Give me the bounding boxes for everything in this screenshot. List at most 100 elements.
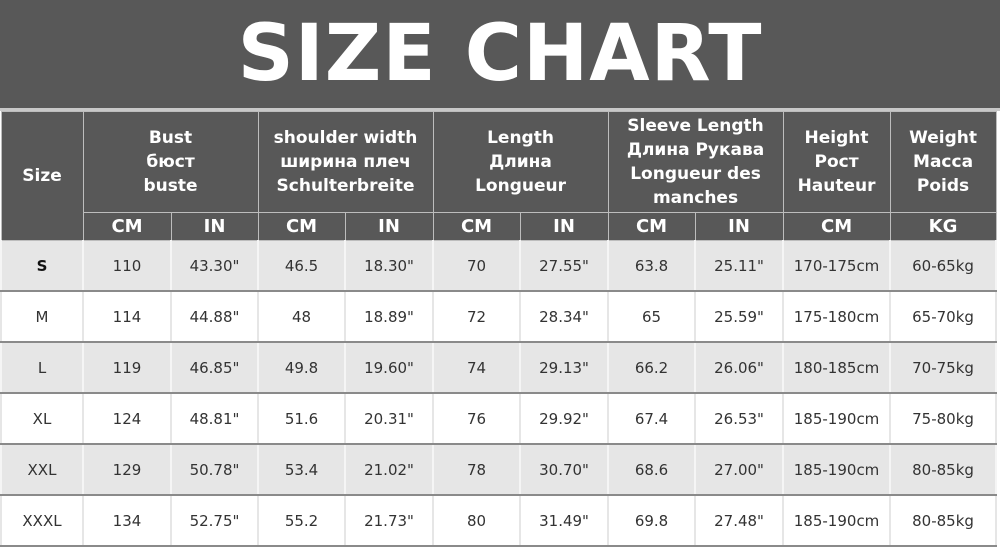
value-cell: 74 (432, 342, 522, 394)
value-cell: 78 (432, 444, 522, 496)
value-cell: 46.5 (257, 240, 347, 292)
value-cell: 48 (257, 291, 347, 343)
value-cell: 44.88" (169, 291, 260, 343)
table-row: S 110 43.30" 46.5 18.30" 70 27.55" 63.8 25.11" 17… (0, 240, 998, 292)
header-line: shoulder width (273, 128, 418, 148)
header-line: Height (804, 128, 869, 148)
header-line: Length (487, 128, 554, 148)
size-header: Size (0, 111, 84, 241)
value-cell: 20.31" (344, 393, 435, 445)
value-cell: 21.02" (344, 444, 435, 496)
column-group-header: Length Длина Longueur (432, 111, 609, 213)
value-cell: 75-80kg (889, 393, 998, 445)
header-line: Schulterbreite (276, 176, 415, 196)
size-cell: XXXL (0, 495, 84, 547)
value-cell: 80-85kg (889, 444, 998, 496)
value-cell: 18.30" (344, 240, 435, 292)
header-line: Bust (148, 128, 193, 148)
value-cell: 25.59" (694, 291, 785, 343)
value-cell: 27.00" (694, 444, 785, 496)
column-group-header: Bust бюст buste (82, 111, 259, 213)
header-line: Hauteur (797, 176, 876, 196)
size-cell: M (0, 291, 84, 343)
value-cell: 66.2 (607, 342, 697, 394)
column-group-header: shoulder width ширина плеч Schulterbreite (257, 111, 434, 213)
value-cell: 31.49" (519, 495, 610, 547)
table-row: M 114 44.88" 48 18.89" 72 28.34" 65 25.59" 175-18… (0, 291, 998, 343)
unit-header: IN (344, 212, 434, 241)
value-cell: 67.4 (607, 393, 697, 445)
value-cell: 65-70kg (889, 291, 998, 343)
value-cell: 80 (432, 495, 522, 547)
value-cell: 68.6 (607, 444, 697, 496)
header-line: ширина плеч (280, 152, 411, 172)
value-cell: 185-190cm (782, 444, 892, 496)
value-cell: 70-75kg (889, 342, 998, 394)
value-cell: 46.85" (169, 342, 260, 394)
value-cell: 80-85kg (889, 495, 998, 547)
unit-header: CM (782, 212, 891, 241)
value-cell: 19.60" (344, 342, 435, 394)
unit-header: IN (170, 212, 259, 241)
value-cell: 55.2 (257, 495, 347, 547)
header-line: бюст (146, 152, 195, 172)
header-line: Longueur des (630, 164, 761, 184)
page-title: SIZE CHART (0, 0, 1000, 111)
value-cell: 110 (82, 240, 172, 292)
header-line: manches (652, 188, 739, 208)
value-cell: 175-180cm (782, 291, 892, 343)
column-group-header: Sleeve Length Длина Рукава Longueur des man… (607, 111, 784, 213)
header-line: Длина (489, 152, 552, 172)
value-cell: 119 (82, 342, 172, 394)
size-cell: XXL (0, 444, 84, 496)
value-cell: 114 (82, 291, 172, 343)
size-cell: S (0, 240, 84, 292)
size-cell: XL (0, 393, 84, 445)
value-cell: 63.8 (607, 240, 697, 292)
value-cell: 53.4 (257, 444, 347, 496)
value-cell: 124 (82, 393, 172, 445)
value-cell: 27.48" (694, 495, 785, 547)
value-cell: 134 (82, 495, 172, 547)
value-cell: 185-190cm (782, 393, 892, 445)
header-line: Рост (814, 152, 859, 172)
header-line: Sleeve Length (627, 116, 764, 136)
table-row: XXL 129 50.78" 53.4 21.02" 78 30.70" 68.6 27.00"… (0, 444, 998, 496)
value-cell: 26.53" (694, 393, 785, 445)
unit-header: KG (889, 212, 997, 241)
value-cell: 29.92" (519, 393, 610, 445)
value-cell: 21.73" (344, 495, 435, 547)
value-cell: 50.78" (169, 444, 260, 496)
header-line: Weight (909, 128, 977, 148)
value-cell: 180-185cm (782, 342, 892, 394)
unit-header: CM (607, 212, 696, 241)
column-group-header: Weight Масса Poids (889, 111, 997, 213)
column-group-header: Height Рост Hauteur (782, 111, 891, 213)
value-cell: 49.8 (257, 342, 347, 394)
value-cell: 70 (432, 240, 522, 292)
unit-header: CM (82, 212, 172, 241)
table-row: XL 124 48.81" 51.6 20.31" 76 29.92" 67.4 26.53" 1… (0, 393, 998, 445)
value-cell: 51.6 (257, 393, 347, 445)
value-cell: 52.75" (169, 495, 260, 547)
value-cell: 29.13" (519, 342, 610, 394)
table-row: XXXL 134 52.75" 55.2 21.73" 80 31.49" 69.8 27.48… (0, 495, 998, 547)
header-line: Длина Рукава (626, 140, 765, 160)
value-cell: 129 (82, 444, 172, 496)
value-cell: 60-65kg (889, 240, 998, 292)
header-line: Poids (916, 176, 970, 196)
size-cell: L (0, 342, 84, 394)
value-cell: 27.55" (519, 240, 610, 292)
value-cell: 28.34" (519, 291, 610, 343)
value-cell: 185-190cm (782, 495, 892, 547)
value-cell: 69.8 (607, 495, 697, 547)
header-line: buste (143, 176, 198, 196)
header-line: Масса (913, 152, 974, 172)
table-row: L 119 46.85" 49.8 19.60" 74 29.13" 66.2 26.06" 18… (0, 342, 998, 394)
value-cell: 76 (432, 393, 522, 445)
size-chart-table: Size Bust бюст buste shoulder width ширина п… (0, 111, 998, 547)
unit-row: CM IN CM IN CM IN CM IN CM KG (1, 212, 997, 241)
value-cell: 26.06" (694, 342, 785, 394)
value-cell: 25.11" (694, 240, 785, 292)
value-cell: 170-175cm (782, 240, 892, 292)
